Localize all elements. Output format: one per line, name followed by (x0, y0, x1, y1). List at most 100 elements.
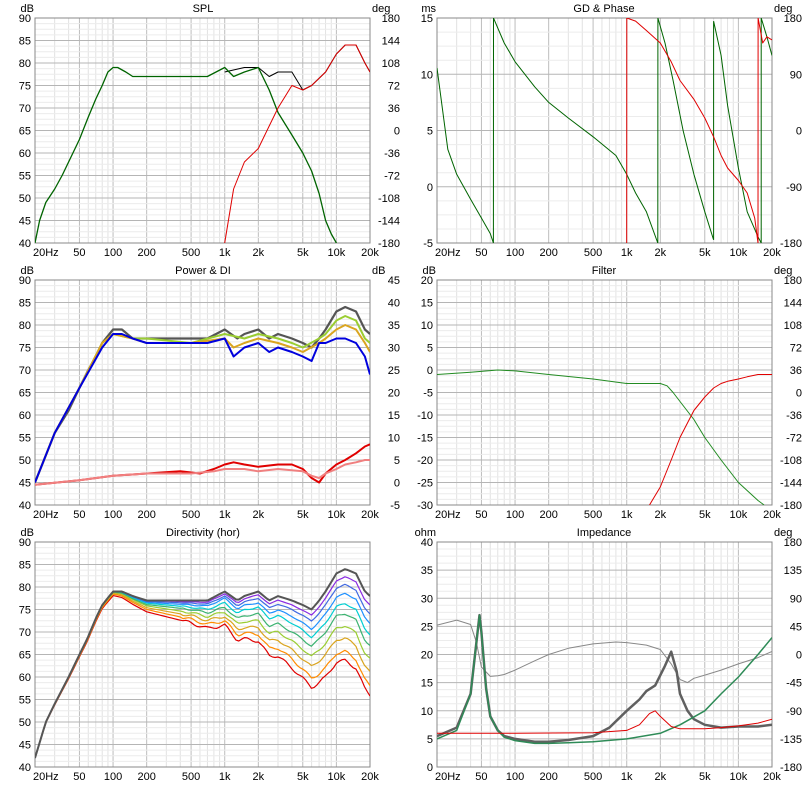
y-tick-label: 80 (19, 58, 31, 70)
chart-title: GD & Phase (573, 3, 634, 15)
y2-tick-label: 144 (382, 36, 400, 48)
y2-tick-label: 20 (388, 388, 400, 400)
y-tick-label: 85 (19, 560, 31, 572)
right-unit-label: deg (774, 265, 792, 277)
y-tick-label: 10 (421, 320, 433, 332)
y-tick-label: 40 (19, 762, 31, 774)
y2-tick-label: -90 (786, 706, 802, 718)
y2-tick-label: 144 (784, 298, 802, 310)
series-line-sound-power (35, 333, 370, 483)
y-tick-label: 45 (19, 478, 31, 490)
x-tick-label: 100 (506, 771, 524, 783)
x-tick-label: 50 (73, 509, 85, 521)
x-tick-label: 100 (104, 771, 122, 783)
y2-tick-label: 10 (388, 433, 400, 445)
grid (437, 279, 772, 506)
chart-title: Directivity (hor) (166, 527, 240, 539)
y-tick-label: 55 (19, 171, 31, 183)
y-tick-label: 55 (19, 433, 31, 445)
left-unit-label: dB (21, 3, 34, 15)
series-line-woofer-filter (437, 369, 765, 505)
y-tick-label: 70 (19, 627, 31, 639)
y2-tick-label: -72 (384, 171, 400, 183)
series-group (437, 369, 772, 505)
right-unit-label: deg (774, 527, 792, 539)
series-line-tweeter-filter (649, 374, 772, 505)
y-tick-label: 65 (19, 388, 31, 400)
y2-tick-label: 180 (382, 13, 400, 25)
right-unit-label: deg (372, 3, 390, 15)
y-tick-label: 80 (19, 320, 31, 332)
y-tick-label: 90 (19, 537, 31, 549)
x-tick-label: 10k (328, 247, 346, 259)
x-tick-label: 200 (137, 509, 155, 521)
left-unit-label: dB (423, 265, 436, 277)
y2-tick-label: 45 (790, 621, 802, 633)
y-tick-label: 15 (421, 298, 433, 310)
series-group (35, 568, 370, 759)
series-line-woofer (35, 66, 337, 243)
plot-border (436, 17, 773, 244)
chart-title: Impedance (577, 527, 631, 539)
series-group (437, 613, 772, 745)
y-tick-label: 20 (421, 650, 433, 662)
y-tick-label: -20 (417, 455, 433, 467)
x-tick-label: 50 (475, 509, 487, 521)
y-tick-label: 50 (19, 717, 31, 729)
y-tick-label: 15 (421, 678, 433, 690)
x-tick-label: 5k (297, 247, 309, 259)
y2-tick-label: -36 (786, 410, 802, 422)
y2-tick-label: 135 (784, 565, 802, 577)
x-tick-label: 200 (539, 509, 557, 521)
y2-tick-label: 0 (796, 388, 802, 400)
y-tick-label: 75 (19, 343, 31, 355)
x-tick-label: 2k (655, 247, 667, 259)
y-tick-label: 85 (19, 36, 31, 48)
x-tick-label: 200 (539, 771, 557, 783)
y2-tick-label: 0 (796, 126, 802, 138)
left-unit-label: ohm (415, 527, 436, 539)
y-tick-label: 80 (19, 582, 31, 594)
series-group (35, 305, 370, 486)
series-line-tweeter-phase (626, 18, 772, 243)
y-tick-label: -25 (417, 478, 433, 490)
x-tick-label: 20Hz (33, 509, 59, 521)
x-tick-label: 10k (730, 509, 748, 521)
y2-tick-label: 180 (784, 537, 802, 549)
x-tick-label: 50 (475, 771, 487, 783)
y2-tick-label: 0 (394, 478, 400, 490)
y2-tick-label: 40 (388, 298, 400, 310)
y-tick-label: 90 (19, 275, 31, 287)
x-tick-label: 1k (219, 247, 231, 259)
y2-tick-label: 0 (394, 126, 400, 138)
left-unit-label: ms (421, 3, 436, 15)
plot-border (34, 541, 371, 768)
y-tick-label: -5 (423, 238, 433, 250)
x-tick-label: 20Hz (435, 509, 461, 521)
y2-tick-label: -135 (780, 734, 802, 746)
series-line-er-di (35, 459, 370, 486)
x-tick-label: 10k (730, 247, 748, 259)
x-tick-label: 2k (253, 771, 265, 783)
x-tick-label: 100 (506, 247, 524, 259)
x-tick-label: 1k (621, 771, 633, 783)
series-line-tweeter-impedance (437, 710, 772, 734)
y2-tick-label: 36 (790, 365, 802, 377)
x-tick-label: 5k (297, 771, 309, 783)
x-tick-label: 500 (584, 771, 602, 783)
x-tick-label: 1k (621, 509, 633, 521)
y2-tick-label: -180 (378, 238, 400, 250)
left-unit-label: dB (21, 265, 34, 277)
x-tick-label: 20k (763, 247, 781, 259)
x-tick-label: 500 (182, 771, 200, 783)
y-tick-label: 0 (427, 365, 433, 377)
y-tick-label: 20 (421, 275, 433, 287)
x-tick-label: 100 (104, 247, 122, 259)
chart-title: SPL (193, 3, 214, 15)
y-tick-label: 45 (19, 740, 31, 752)
y-tick-label: 35 (421, 565, 433, 577)
y-tick-label: 0 (427, 182, 433, 194)
